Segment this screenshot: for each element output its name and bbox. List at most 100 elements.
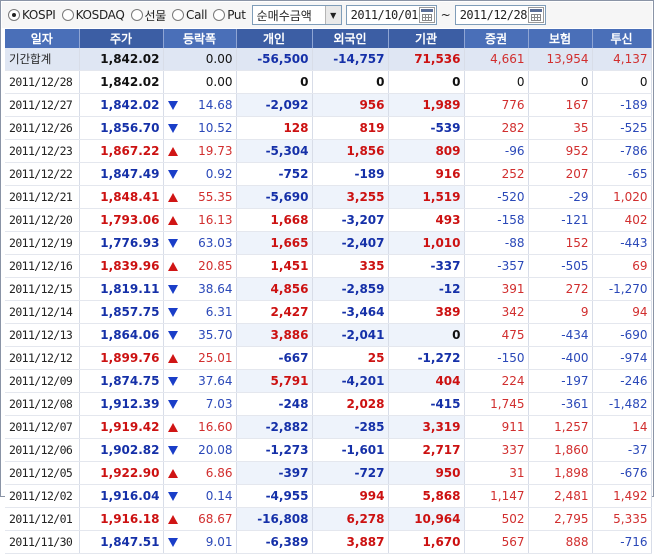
table-row[interactable]: 2011/12/12 1,899.76 25.01 -667 25 -1,272 -150-… [5, 346, 652, 370]
table-row[interactable]: 2011/12/06 1,902.82 20.08 -1,273 -1,601 2,717… [5, 438, 652, 462]
table-row[interactable]: 2011/12/08 1,912.39 7.03 -248 2,028 -415 1,745… [5, 392, 652, 416]
cell-foreign: 3,255 [312, 185, 389, 209]
cell-price: 1,793.06 [79, 208, 164, 232]
cell-trust: 94 [592, 300, 652, 324]
change-value: 68.67 [198, 512, 233, 526]
cell-change: 20.08 [163, 438, 237, 462]
cell-sec: -150 [464, 346, 529, 370]
column-header-investment-trust[interactable]: 투신 [592, 29, 652, 48]
cell-date: 2011/12/02 [5, 484, 80, 508]
cell-indiv: -5,690 [236, 185, 313, 209]
market-radio-put[interactable]: Put [213, 5, 246, 25]
cell-trust: -37 [592, 438, 652, 462]
column-header-change[interactable]: 등락폭 [163, 29, 237, 48]
cell-indiv: -667 [236, 346, 313, 370]
radio-dot [61, 9, 74, 21]
cell-inst: 1,519 [388, 185, 465, 209]
cell-ins: 152 [528, 231, 593, 255]
cell-change: 16.13 [163, 208, 237, 232]
cell-date: 2011/12/28 [5, 70, 80, 94]
cell-sec: 342 [464, 300, 529, 324]
cell-ins: 35 [528, 116, 593, 140]
table-row[interactable]: 2011/12/14 1,857.75 6.31 2,427 -3,464 389 342 9… [5, 300, 652, 324]
table-row[interactable]: 2011/12/26 1,856.70 10.52 128 819 -539 282 35 -5… [5, 116, 652, 140]
cell-price: 1,856.70 [79, 116, 164, 140]
cell-foreign: 1,856 [312, 139, 389, 163]
market-radio-call[interactable]: Call [172, 5, 208, 25]
cell-trust: 14 [592, 415, 652, 439]
table-row[interactable]: 2011/12/23 1,867.22 19.73 -5,304 1,856 809 -96… [5, 139, 652, 163]
table-row[interactable]: 2011/12/19 1,776.93 63.03 1,665 -2,407 1,010-… [5, 231, 652, 255]
table-row[interactable]: 2011/12/21 1,848.41 55.35 -5,690 3,255 1,519-… [5, 185, 652, 209]
calendar-icon[interactable] [527, 7, 544, 23]
cell-sec: 911 [464, 415, 529, 439]
table-row[interactable]: 2011/12/20 1,793.06 16.13 1,668 -3,207 493 -15… [5, 208, 652, 232]
cell-ins: 0 [528, 70, 593, 94]
column-header-securities[interactable]: 증권 [464, 29, 529, 48]
change-value: 0.14 [205, 489, 233, 503]
table-row[interactable]: 2011/12/13 1,864.06 35.70 3,886 -2,041 0 475 -4… [5, 323, 652, 347]
table-row[interactable]: 2011/12/02 1,916.04 0.14 -4,955 994 5,868 1,14… [5, 484, 652, 508]
column-header-institution[interactable]: 기관 [388, 29, 465, 48]
market-radio-kospi[interactable]: KOSPI [8, 5, 56, 25]
market-radio-kosdaq[interactable]: KOSDAQ [61, 5, 125, 25]
date-from-field[interactable]: 2011/10/01 [345, 5, 437, 25]
cell-change: 63.03 [163, 231, 237, 255]
cell-sec: 567 [464, 530, 529, 554]
cell-foreign: 3,887 [312, 530, 389, 554]
column-header-individual[interactable]: 개인 [236, 29, 313, 48]
table-row[interactable]: 2011/12/09 1,874.75 37.64 5,791 -4,201 404 224… [5, 369, 652, 393]
radio-dot [172, 9, 184, 21]
date-to-field[interactable]: 2011/12/28 [454, 5, 546, 25]
cell-date: 2011/12/13 [5, 323, 80, 347]
calendar-icon[interactable] [418, 7, 435, 23]
cell-inst: -337 [388, 254, 465, 278]
cell-trust: -246 [592, 369, 652, 393]
cell-foreign: 335 [312, 254, 389, 278]
table-row[interactable]: 2011/12/16 1,839.96 20.85 1,451 335 -337 -357-… [5, 254, 652, 278]
column-header-insurance[interactable]: 보험 [528, 29, 593, 48]
cell-trust: -676 [592, 461, 652, 485]
cell-ins: 207 [528, 162, 593, 186]
cell-price: 1,819.11 [79, 277, 164, 301]
chevron-down-icon[interactable]: ▼ [324, 6, 341, 24]
column-header-price[interactable]: 주가 [79, 29, 164, 48]
table-row[interactable]: 2011/12/28 1,842.02 0.00 0 0 0 0 0 0 [5, 70, 652, 94]
radio-label: KOSDAQ [75, 8, 125, 22]
table-row[interactable]: 2011/12/15 1,819.11 38.64 4,856 -2,859 -12 391… [5, 277, 652, 301]
cell-price: 1,902.82 [79, 438, 164, 462]
market-radio-futures[interactable]: 선물 [130, 5, 166, 25]
cell-change: 16.60 [163, 415, 237, 439]
cell-ins: -400 [528, 346, 593, 370]
table-row[interactable]: 2011/12/27 1,842.02 14.68 -2,092 956 1,989 776… [5, 93, 652, 117]
cell-change: 19.73 [163, 139, 237, 163]
triangle-up-icon [167, 215, 178, 225]
table-header-row: 일자 주가 등락폭 개인 외국인 기관 증권 보험 투신 [5, 29, 652, 48]
cell-change: 14.68 [163, 93, 237, 117]
column-header-date[interactable]: 일자 [5, 29, 80, 48]
cell-change: 0.00 [163, 48, 237, 71]
cell-inst: -539 [388, 116, 465, 140]
cell-inst: 10,964 [388, 507, 465, 531]
cell-change: 20.85 [163, 254, 237, 278]
table-row[interactable]: 2011/12/01 1,916.18 68.67 -16,808 6,278 10,96… [5, 507, 652, 531]
date-to-value[interactable]: 2011/12/28 [459, 8, 528, 22]
table-total-row[interactable]: 기간합계 1,842.02 0.00 -56,500 -14,757 71,536 4,66… [5, 48, 652, 71]
cell-ins: 1,898 [528, 461, 593, 485]
table-row[interactable]: 2011/12/05 1,922.90 6.86 -397 -727 950 31 1,898… [5, 461, 652, 485]
cell-sec: 391 [464, 277, 529, 301]
amount-mode-select[interactable]: 순매수금액 ▼ [251, 5, 342, 25]
cell-sec: 4,661 [464, 48, 529, 71]
column-header-foreign[interactable]: 외국인 [312, 29, 389, 48]
cell-price: 1,874.75 [79, 369, 164, 393]
change-value: 35.70 [198, 328, 233, 342]
cell-date: 2011/12/15 [5, 277, 80, 301]
table-row[interactable]: 2011/12/07 1,919.42 16.60 -2,882 -285 3,319 91… [5, 415, 652, 439]
date-from-value[interactable]: 2011/10/01 [350, 8, 419, 22]
triangle-down-icon [167, 399, 178, 409]
change-value: 6.86 [205, 466, 233, 480]
change-value: 37.64 [198, 374, 233, 388]
cell-inst: 389 [388, 300, 465, 324]
table-row[interactable]: 2011/12/22 1,847.49 0.92 -752 -189 916 252 207-… [5, 162, 652, 186]
table-row[interactable]: 2011/11/30 1,847.51 9.01 -6,389 3,887 1,670 56… [5, 530, 652, 554]
